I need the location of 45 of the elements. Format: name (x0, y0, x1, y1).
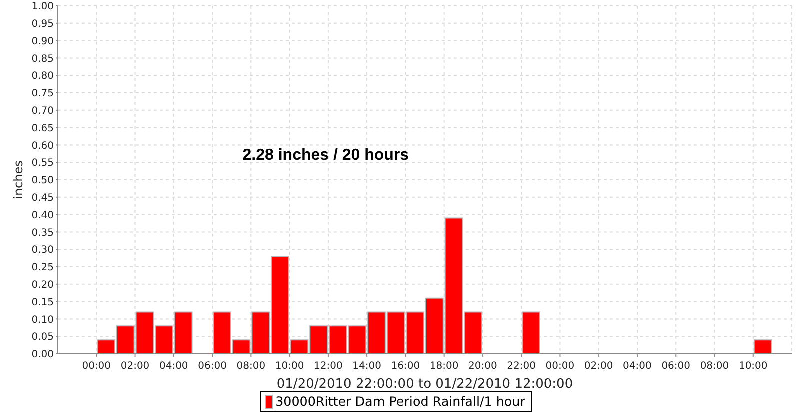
x-tick-label: 00:00 (82, 361, 112, 372)
x-tick-label: 06:00 (198, 361, 227, 372)
x-tick-label: 18:00 (430, 361, 459, 372)
y-tick-label: 0.10 (32, 314, 54, 326)
y-tick-label: 0.50 (32, 176, 54, 187)
x-tick-label: 06:00 (662, 361, 691, 372)
x-tick-label: 12:00 (314, 361, 343, 372)
x-tick-label: 16:00 (391, 361, 420, 372)
y-tick-label: 0.60 (32, 140, 54, 152)
x-tick-label: 02:00 (584, 361, 614, 372)
y-tick-label: 1.00 (32, 2, 54, 13)
bar (754, 340, 772, 354)
x-tick-label: 04:00 (159, 361, 188, 372)
x-tick-label: 14:00 (352, 361, 382, 372)
x-tick-label: 08:00 (700, 361, 730, 372)
x-axis-title: 01/20/2010 22:00:00 to 01/22/2010 12:00:00 (276, 377, 574, 392)
y-axis-title: inches (11, 160, 26, 200)
bar (522, 312, 540, 354)
y-tick-label: 0.95 (32, 18, 54, 30)
y-tick-label: 0.20 (32, 280, 54, 291)
x-tick-label: 04:00 (623, 361, 652, 372)
y-tick-label: 0.65 (32, 123, 54, 134)
y-tick-label: 0.70 (32, 106, 54, 117)
x-tick-label: 10:00 (275, 361, 304, 372)
y-tick-label: 0.00 (32, 350, 54, 361)
y-tick-label: 0.05 (32, 332, 54, 344)
y-tick-label: 0.25 (32, 262, 54, 274)
x-tick-label: 08:00 (236, 361, 266, 372)
y-tick-label: 0.40 (32, 210, 54, 222)
annotation: 2.28 inches / 20 hours (242, 146, 410, 165)
x-tick-label: 02:00 (120, 361, 150, 372)
x-tick-label: 00:00 (546, 361, 575, 372)
legend-label: 30000Ritter Dam Period Rainfall/1 hour (274, 394, 526, 409)
y-tick-label: 0.30 (32, 245, 54, 256)
y-tick-label: 0.90 (32, 36, 54, 48)
x-tick-label: 22:00 (507, 361, 536, 372)
y-tick-label: 0.35 (32, 228, 54, 239)
x-tick-label: 10:00 (738, 361, 768, 372)
y-tick-label: 0.80 (32, 71, 54, 82)
x-tick-label: 20:00 (468, 361, 498, 372)
y-tick-label: 0.55 (32, 158, 54, 170)
y-tick-label: 0.85 (32, 54, 54, 65)
y-tick-label: 0.75 (32, 88, 54, 100)
y-tick-label: 0.15 (32, 297, 54, 308)
y-tick-label: 0.45 (32, 192, 54, 204)
